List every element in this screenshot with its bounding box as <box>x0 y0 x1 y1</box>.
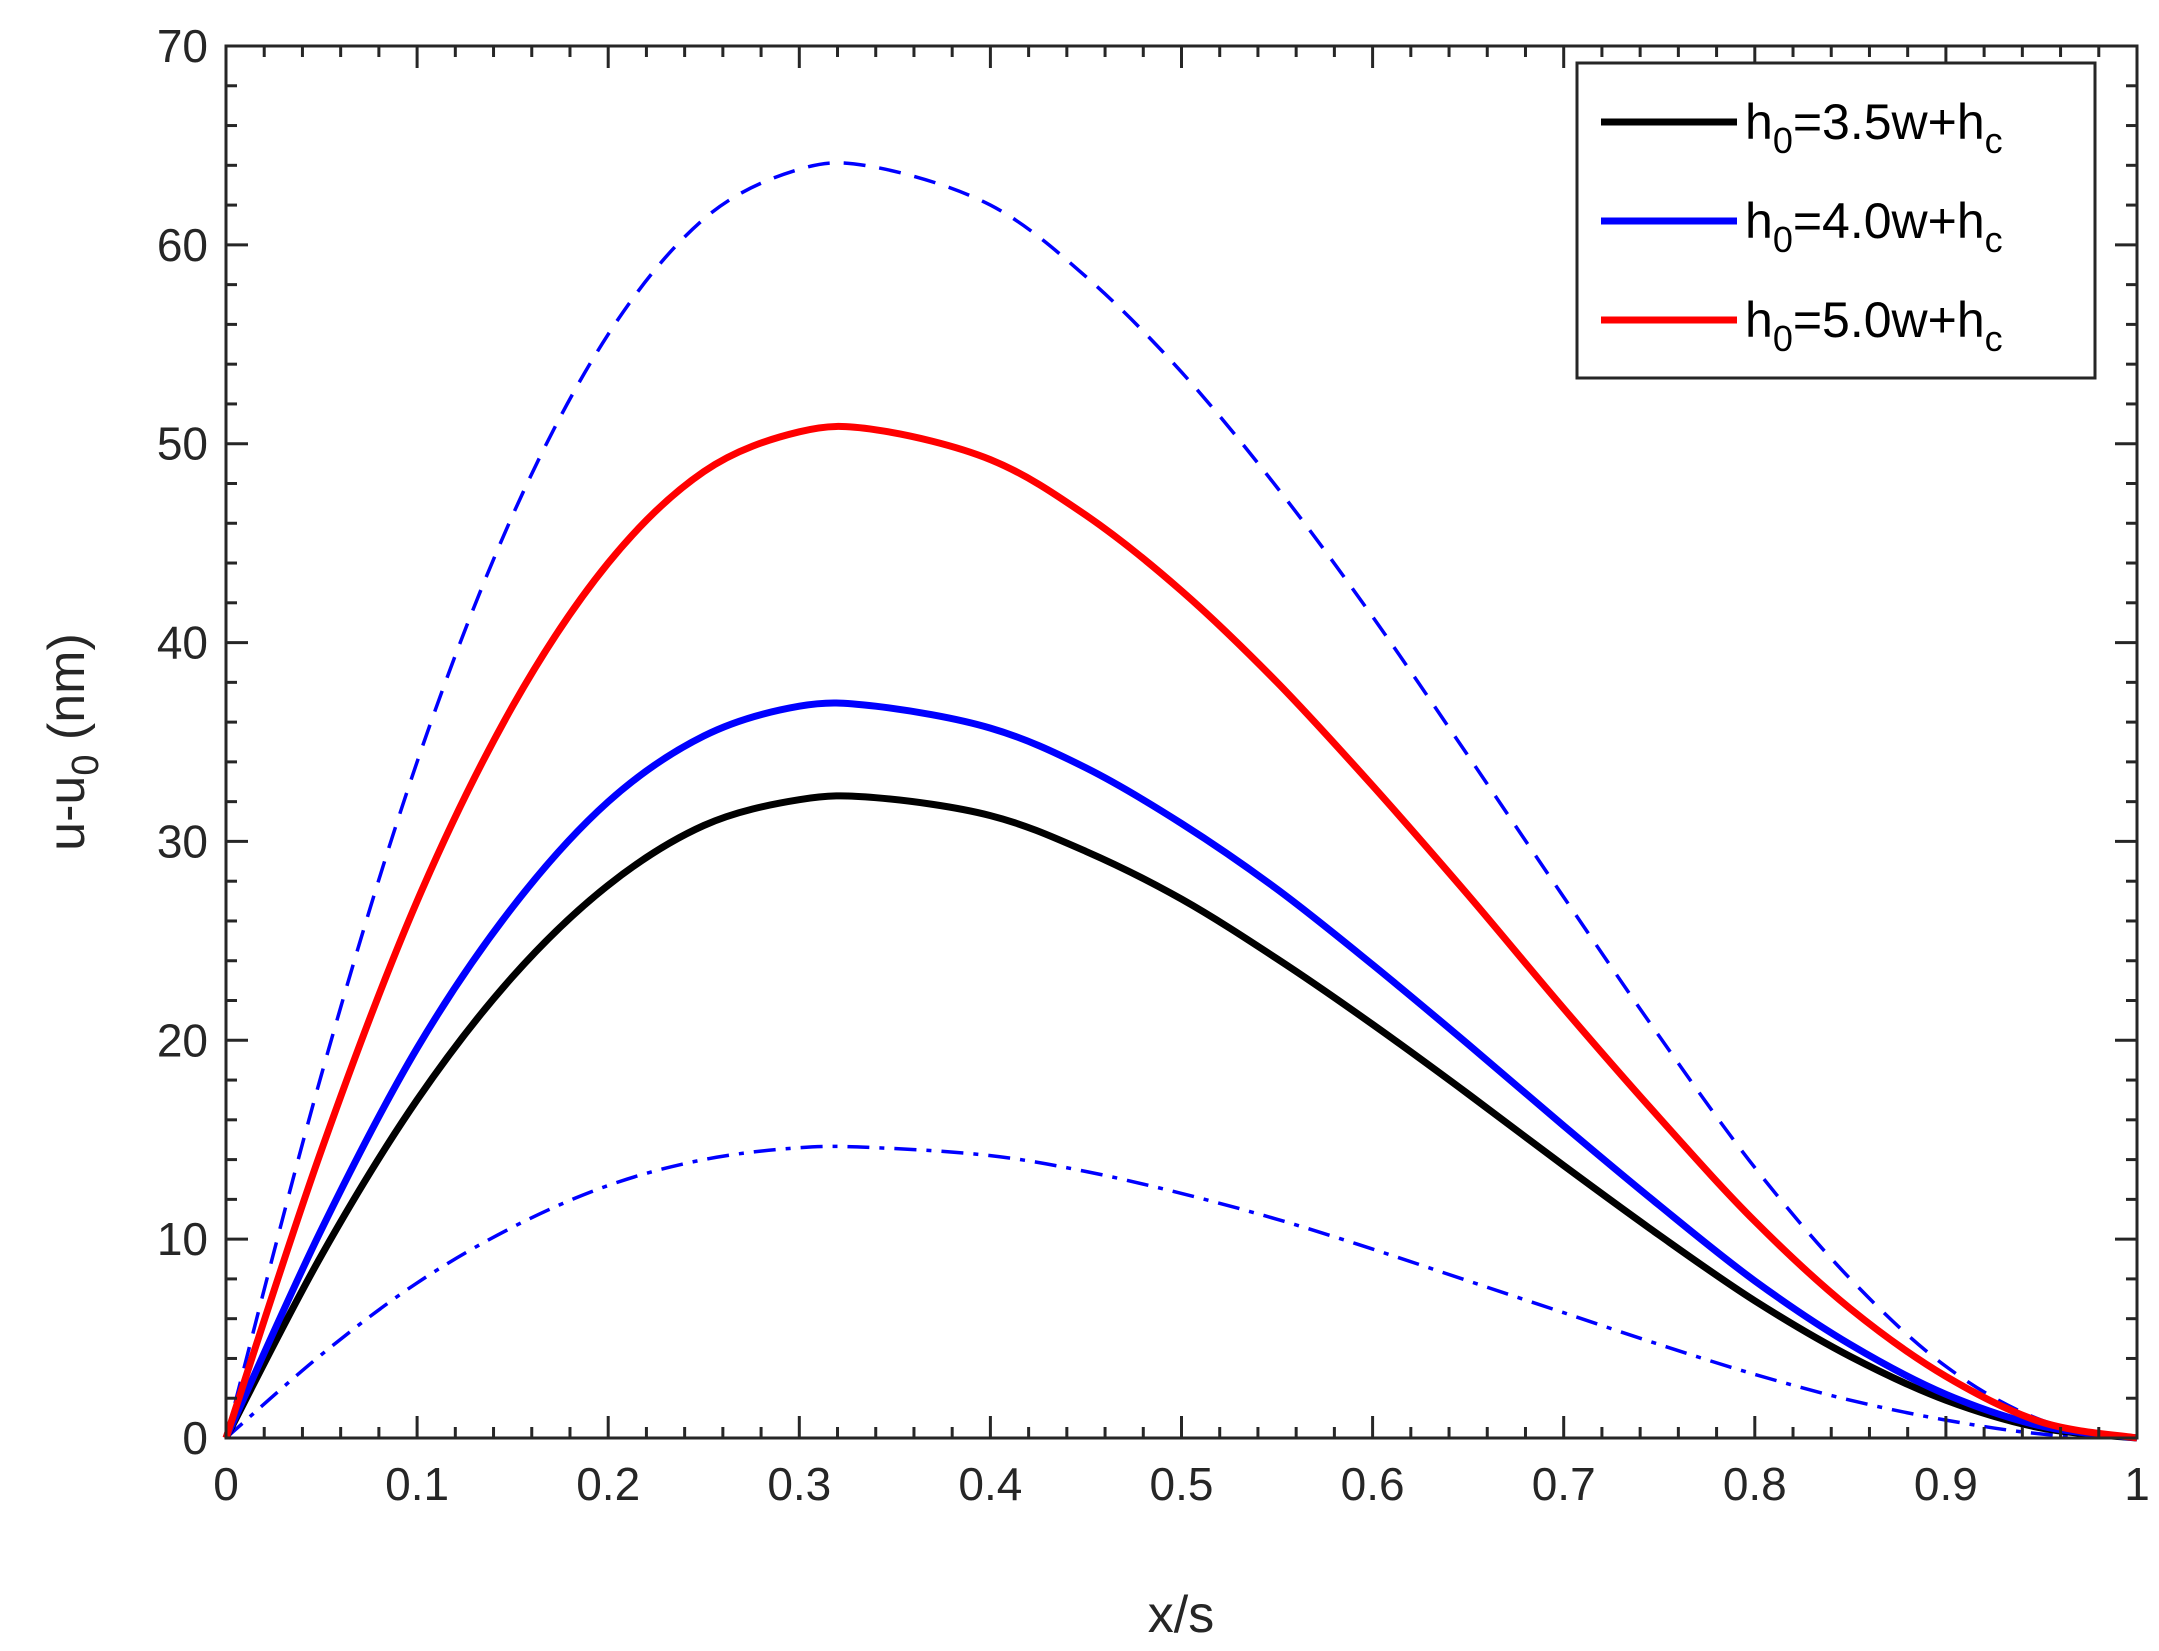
x-tick-label: 0.9 <box>1914 1458 1978 1510</box>
x-tick-label: 0 <box>213 1458 239 1510</box>
x-tick-label: 0.4 <box>958 1458 1022 1510</box>
x-tick-label: 0.8 <box>1723 1458 1787 1510</box>
series-line-4 <box>224 161 2138 1440</box>
x-tick-label: 0.3 <box>767 1458 831 1510</box>
plot-frame <box>224 44 2139 1440</box>
series-line-2 <box>222 699 2138 1442</box>
x-tick-label: 0.2 <box>576 1458 640 1510</box>
y-axis-title-sub: 0 <box>65 755 107 776</box>
x-tick-label: 0.6 <box>1341 1458 1405 1510</box>
legend-entries: h0=3.5w+hc h0=4.0w+hc h0=5.0w+hc <box>1601 94 2003 359</box>
y-tick-label: 40 <box>157 617 208 669</box>
legend-label-2: h0=4.0w+hc <box>1745 193 2003 260</box>
y-tick-label: 0 <box>182 1412 208 1464</box>
y-tick-label: 30 <box>157 815 208 867</box>
series-layer <box>222 161 2138 1442</box>
y-tick-label: 10 <box>157 1213 208 1265</box>
y-tick-label: 50 <box>157 418 208 470</box>
y-axis-title: u-u0 (nm) <box>38 633 107 851</box>
y-tick-label: 70 <box>157 20 208 72</box>
tick-labels-layer: 0 0.1 0.2 0.3 0.4 0.5 0.6 0.7 0.8 0.9 101020304050… <box>157 20 2150 1510</box>
y-tick-label: 60 <box>157 219 208 271</box>
series-line-5 <box>224 1144 2138 1440</box>
x-axis-title: x/s <box>1148 1586 1214 1644</box>
x-tick-label: 1 <box>2124 1458 2150 1510</box>
legend: h0=3.5w+hc h0=4.0w+hc h0=5.0w+hc <box>1575 61 2097 380</box>
y-axis-title-unit: (nm) <box>38 633 96 754</box>
x-tick-label: 0.1 <box>385 1458 449 1510</box>
x-tick-label: 0.5 <box>1150 1458 1214 1510</box>
x-tick-label: 0.7 <box>1532 1458 1596 1510</box>
y-axis-title-main: u-u <box>38 776 96 851</box>
ticks-layer <box>224 44 2139 1440</box>
y-tick-label: 20 <box>157 1014 208 1066</box>
series-line-1 <box>222 792 2138 1442</box>
legend-label-3: h0=5.0w+hc <box>1745 292 2003 359</box>
series-line-3 <box>222 422 2138 1442</box>
legend-label-1: h0=3.5w+hc <box>1745 94 2003 161</box>
